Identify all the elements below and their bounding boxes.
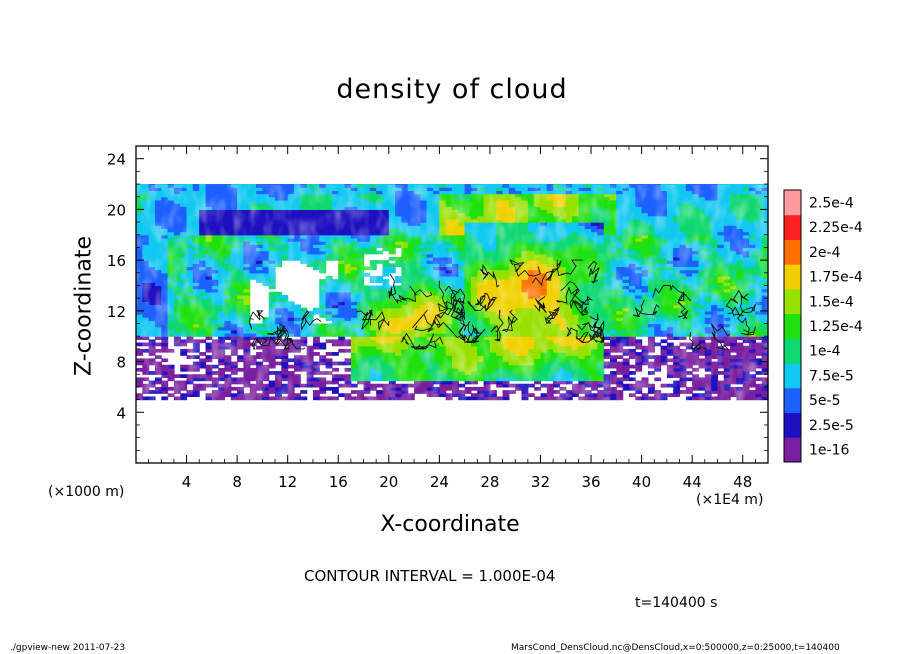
y-tick-label: 20	[107, 201, 126, 219]
colorbar: 1e-16 2.5e-5 5e-5 7.5e-5 1e-4 1.25e-4 1.5e-4 1.…	[783, 189, 863, 463]
y-tick-label: 16	[107, 252, 126, 270]
colorbar-swatch	[784, 387, 801, 414]
colorbar-frame	[783, 189, 802, 463]
time-label: t=140400 s	[635, 595, 718, 611]
colorbar-label: 7.5e-5	[809, 368, 854, 384]
colorbar-label: 1e-16	[809, 443, 849, 459]
colorbar-swatch	[784, 437, 801, 463]
y-tick-label: 8	[116, 354, 126, 372]
colorbar-label: 2.5e-5	[809, 418, 854, 434]
x-tick-label: 16	[329, 473, 348, 491]
colorbar-label: 2.25e-4	[809, 220, 863, 236]
colorbar-swatch	[784, 363, 801, 389]
colorbar-swatch	[784, 288, 801, 315]
colorbar-label: 1.75e-4	[809, 270, 863, 286]
x-tick-label: 36	[581, 473, 600, 491]
colorbar-label: 1e-4	[809, 344, 841, 360]
x-tick-label: 48	[733, 473, 752, 491]
x-axis-ticks: 4 8 12 16 20 24 28 32 36 40 44 48	[148, 146, 756, 491]
chart-title: density of cloud	[336, 74, 568, 105]
colorbar-swatch	[784, 264, 801, 290]
y-tick-label: 12	[107, 303, 126, 321]
colorbar-swatch	[784, 239, 801, 265]
y-tick-label: 4	[116, 404, 126, 422]
contour-interval-text: CONTOUR INTERVAL = 1.000E-04	[304, 567, 556, 585]
footer-right-text: MarsCond_DensCloud.nc@DensCloud,x=0:5000…	[511, 643, 840, 653]
colorbar-label: 5e-5	[809, 393, 840, 409]
x-tick-label: 4	[182, 473, 192, 491]
footer-left-text: ./gpview-new 2011-07-23	[10, 643, 126, 653]
colorbar-swatch	[784, 214, 801, 240]
x-tick-label: 28	[480, 473, 499, 491]
colorbar-swatch	[784, 338, 801, 364]
x-axis-label: X-coordinate	[380, 512, 520, 537]
colorbar-swatch	[784, 190, 801, 216]
x-tick-label: 24	[430, 473, 449, 491]
colorbar-swatch	[784, 313, 801, 339]
x-unit-label: (×1000 m)	[48, 484, 125, 500]
colorbar-label: 1.5e-4	[809, 294, 854, 310]
x-tick-label: 20	[379, 473, 398, 491]
contour-lines	[249, 259, 756, 350]
x-tick-label: 44	[683, 473, 702, 491]
y-unit-label: (×1E4 m)	[696, 492, 764, 508]
colorbar-label: 2.5e-4	[809, 195, 854, 211]
y-axis-ticks: 4 8 12 16 20 24	[107, 151, 768, 451]
x-tick-label: 8	[232, 473, 242, 491]
x-tick-label: 40	[632, 473, 651, 491]
colorbar-label: 2e-4	[809, 245, 841, 261]
y-tick-label: 24	[107, 151, 126, 169]
colorbar-swatch	[784, 412, 801, 438]
x-tick-label: 12	[278, 473, 297, 491]
x-tick-label: 32	[531, 473, 550, 491]
colorbar-label: 1.25e-4	[809, 319, 863, 335]
